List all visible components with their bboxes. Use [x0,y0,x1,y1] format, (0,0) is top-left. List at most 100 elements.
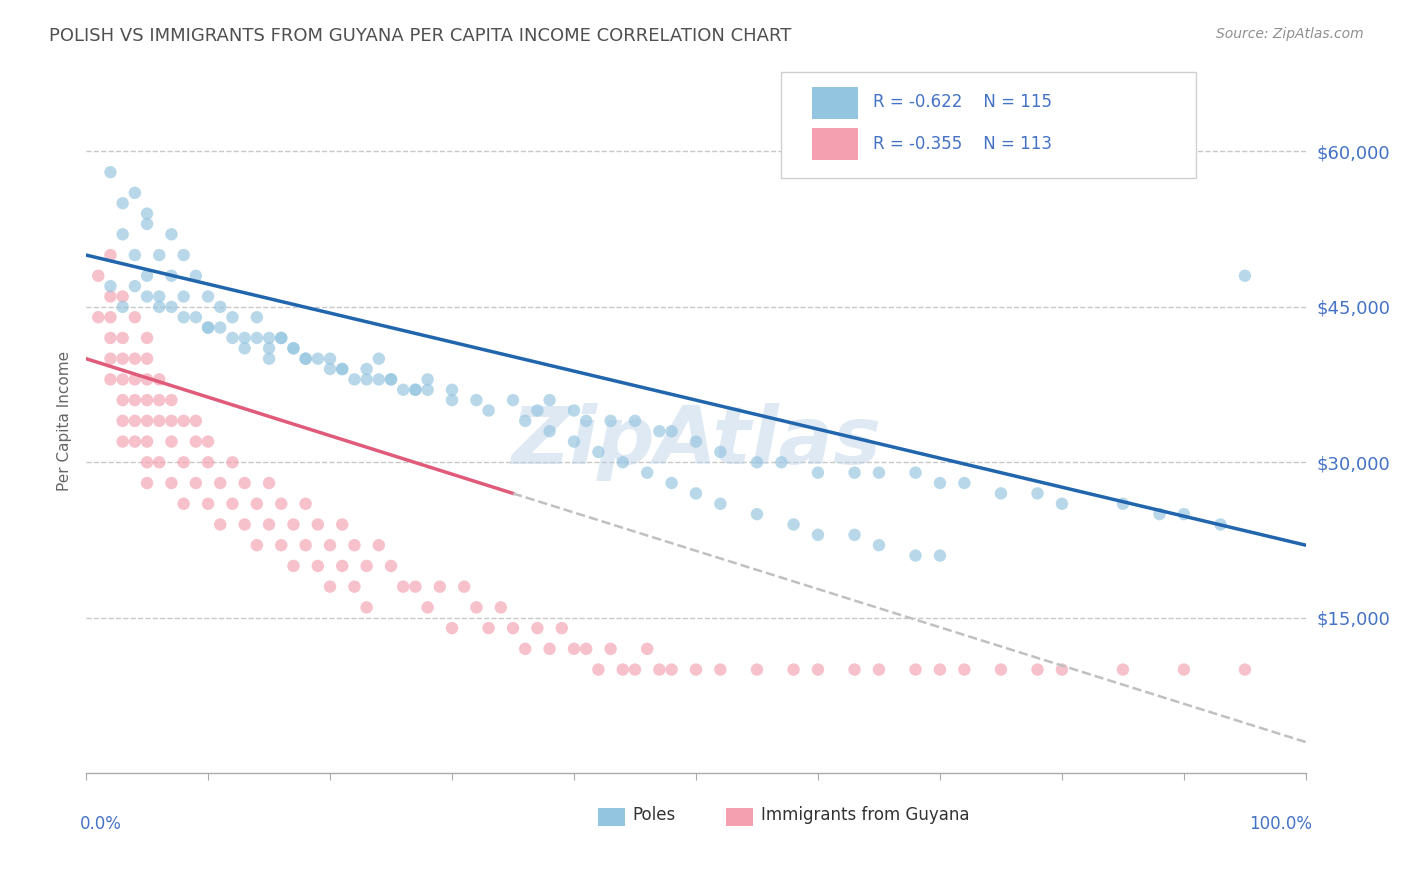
Point [111,414,134,428]
Point [257,331,280,345]
Point [648,663,671,677]
Point [416,383,439,397]
Point [307,558,329,573]
Point [904,466,927,480]
Point [111,227,134,242]
Point [148,289,170,303]
Point [283,341,305,355]
Point [661,424,683,438]
Point [782,517,804,532]
Point [551,621,574,635]
Point [636,466,658,480]
Point [197,497,219,511]
Point [416,372,439,386]
Point [904,549,927,563]
FancyBboxPatch shape [811,87,858,119]
Point [124,351,146,366]
Point [1050,497,1073,511]
Point [404,383,426,397]
Point [380,558,402,573]
Point [100,310,122,325]
Point [148,300,170,314]
Point [343,580,366,594]
Point [1112,497,1135,511]
Point [904,663,927,677]
Point [319,351,342,366]
Point [343,538,366,552]
Point [807,528,830,542]
FancyBboxPatch shape [782,72,1197,178]
Point [111,196,134,211]
Point [283,558,305,573]
Point [173,455,195,469]
Point [380,372,402,386]
Point [807,663,830,677]
Point [270,497,292,511]
Point [330,362,353,376]
Point [136,331,159,345]
Point [257,341,280,355]
Point [588,663,610,677]
Point [257,476,280,491]
Point [233,341,256,355]
Point [173,497,195,511]
Point [1112,663,1135,677]
Point [246,331,269,345]
Point [709,497,731,511]
Point [953,476,976,491]
Point [709,663,731,677]
Point [404,383,426,397]
Text: Poles: Poles [633,806,676,824]
Point [124,248,146,262]
Point [173,248,195,262]
Point [330,517,353,532]
Point [562,434,585,449]
Point [624,414,647,428]
Point [562,403,585,417]
Point [624,663,647,677]
Point [685,486,707,500]
Point [173,289,195,303]
Point [367,372,389,386]
Point [868,466,890,480]
Point [356,558,378,573]
Point [111,331,134,345]
Point [184,476,207,491]
Point [197,434,219,449]
Point [197,289,219,303]
Point [868,663,890,677]
Point [538,393,561,408]
Point [197,320,219,334]
Point [124,393,146,408]
Point [478,621,501,635]
Point [526,403,548,417]
Point [367,351,389,366]
Point [160,393,183,408]
Point [538,641,561,656]
Point [111,393,134,408]
Point [221,310,243,325]
Point [661,663,683,677]
Point [136,372,159,386]
Point [136,393,159,408]
Point [330,558,353,573]
Point [929,549,952,563]
Point [173,310,195,325]
Point [257,517,280,532]
Point [173,414,195,428]
Point [160,300,183,314]
Point [367,538,389,552]
Point [380,372,402,386]
Point [782,663,804,677]
Point [478,403,501,417]
Point [283,517,305,532]
Point [1233,663,1256,677]
Point [1173,663,1195,677]
Point [257,351,280,366]
Point [1233,268,1256,283]
Point [124,279,146,293]
Point [124,186,146,200]
Point [343,372,366,386]
Point [453,580,475,594]
Point [124,372,146,386]
